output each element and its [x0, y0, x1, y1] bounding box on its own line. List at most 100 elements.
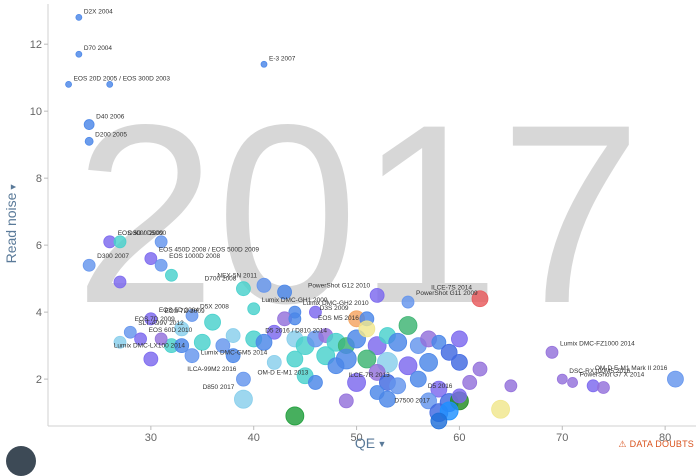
data-point[interactable] — [154, 332, 168, 346]
data-point[interactable] — [215, 338, 231, 354]
data-point[interactable] — [134, 332, 147, 346]
data-point[interactable] — [174, 338, 190, 354]
data-point[interactable] — [368, 364, 386, 381]
data-point[interactable] — [143, 351, 159, 367]
data-point[interactable] — [347, 373, 366, 392]
data-point[interactable] — [75, 13, 83, 21]
data-point[interactable] — [451, 353, 468, 371]
point-label: EOS 7D 2009 — [164, 308, 204, 315]
data-point[interactable] — [440, 343, 458, 361]
data-doubts-link[interactable]: ⚠ DATA DOUBTS — [618, 439, 694, 450]
x-axis-sort-caret-icon[interactable]: ▼ — [378, 439, 387, 449]
data-point[interactable] — [106, 80, 114, 88]
data-point[interactable] — [286, 350, 304, 368]
data-point[interactable] — [65, 80, 72, 88]
x-axis-title[interactable]: QE — [355, 435, 375, 451]
data-point[interactable] — [357, 349, 377, 369]
data-point[interactable] — [255, 333, 273, 351]
data-point[interactable] — [309, 305, 322, 319]
data-point[interactable] — [144, 312, 158, 326]
point-label: D7500 2017 — [394, 398, 430, 405]
data-point[interactable] — [184, 348, 200, 364]
data-doubts-label: DATA DOUBTS — [629, 439, 694, 449]
data-point[interactable] — [225, 328, 241, 343]
data-point[interactable] — [75, 50, 83, 58]
data-point[interactable] — [358, 320, 376, 338]
data-point[interactable] — [82, 258, 96, 272]
data-point[interactable] — [401, 295, 415, 309]
data-point[interactable] — [225, 348, 241, 364]
data-point[interactable] — [154, 258, 168, 272]
data-point[interactable] — [266, 354, 282, 370]
data-point[interactable] — [419, 352, 438, 372]
data-point[interactable] — [113, 335, 127, 349]
data-point[interactable] — [165, 268, 178, 282]
data-point[interactable] — [260, 60, 268, 68]
point-label: EOS 5D 2004 — [159, 307, 199, 314]
data-point[interactable] — [144, 252, 158, 265]
data-point[interactable] — [113, 275, 127, 289]
data-point[interactable] — [236, 371, 251, 387]
data-point[interactable] — [338, 393, 354, 409]
data-point[interactable] — [369, 287, 385, 303]
data-point[interactable] — [545, 345, 559, 359]
data-point[interactable] — [247, 302, 261, 316]
data-point[interactable] — [193, 333, 211, 351]
data-point[interactable] — [409, 370, 427, 388]
data-point[interactable] — [567, 377, 578, 388]
data-point[interactable] — [472, 361, 488, 377]
scatter-chart: 2017 2 4 6 8 10 12 30 40 50 60 70 80 D2X 2004 D70 2… — [3, 4, 696, 451]
x-tick-label: 30 — [145, 432, 157, 444]
y-axis-title-group[interactable]: Read noise ▼ — [3, 183, 19, 264]
data-point[interactable] — [236, 281, 251, 297]
x-axis-title-group[interactable]: QE ▼ — [355, 435, 387, 451]
avatar[interactable] — [6, 446, 36, 476]
data-point[interactable] — [597, 381, 610, 394]
data-point[interactable] — [430, 380, 448, 398]
point-label: EOS M5 2016 — [318, 315, 359, 322]
data-point[interactable] — [234, 389, 253, 409]
point-label: PowerShot G11 2009 — [416, 290, 478, 297]
year-watermark: 2017 — [74, 72, 641, 357]
data-point[interactable] — [379, 390, 396, 408]
point-label: D700 2008 — [205, 276, 237, 283]
data-point[interactable] — [204, 313, 221, 331]
point-label: D200 2005 — [95, 131, 127, 138]
data-point[interactable] — [471, 290, 489, 308]
point-label: Lumix DMC-LX100 2014 — [114, 343, 186, 350]
point-label: D5 2016 / D810 2014 — [265, 327, 327, 334]
data-point[interactable] — [452, 388, 467, 404]
data-point[interactable] — [123, 325, 137, 339]
data-point[interactable] — [420, 392, 437, 410]
data-point[interactable] — [327, 357, 345, 375]
data-point[interactable] — [113, 235, 127, 249]
data-point[interactable] — [277, 284, 292, 300]
data-point[interactable] — [288, 312, 302, 326]
data-point[interactable] — [266, 324, 282, 340]
data-point[interactable] — [491, 399, 510, 419]
data-point[interactable] — [285, 406, 305, 426]
data-point[interactable] — [83, 119, 95, 130]
data-point[interactable] — [308, 375, 323, 390]
x-tick-label: 50 — [350, 432, 362, 444]
data-point[interactable] — [389, 377, 407, 395]
data-point[interactable] — [84, 136, 94, 146]
data-point[interactable] — [451, 330, 468, 348]
warning-icon: ⚠ — [618, 439, 627, 449]
data-point[interactable] — [185, 309, 199, 322]
data-point[interactable] — [462, 375, 478, 390]
data-point[interactable] — [256, 277, 272, 293]
data-point[interactable] — [154, 235, 168, 249]
point-label: D70 2004 — [84, 45, 113, 52]
data-point[interactable] — [398, 316, 418, 335]
data-point[interactable] — [388, 332, 408, 352]
y-axis-title[interactable]: Read noise — [3, 192, 19, 263]
data-point[interactable] — [174, 321, 190, 337]
data-point[interactable] — [430, 412, 448, 430]
data-point[interactable] — [667, 370, 684, 388]
data-point[interactable] — [504, 379, 518, 393]
data-point[interactable] — [556, 373, 568, 385]
y-axis-sort-caret-icon[interactable]: ▼ — [8, 183, 18, 192]
data-point[interactable] — [398, 356, 418, 376]
data-point[interactable] — [431, 334, 447, 350]
